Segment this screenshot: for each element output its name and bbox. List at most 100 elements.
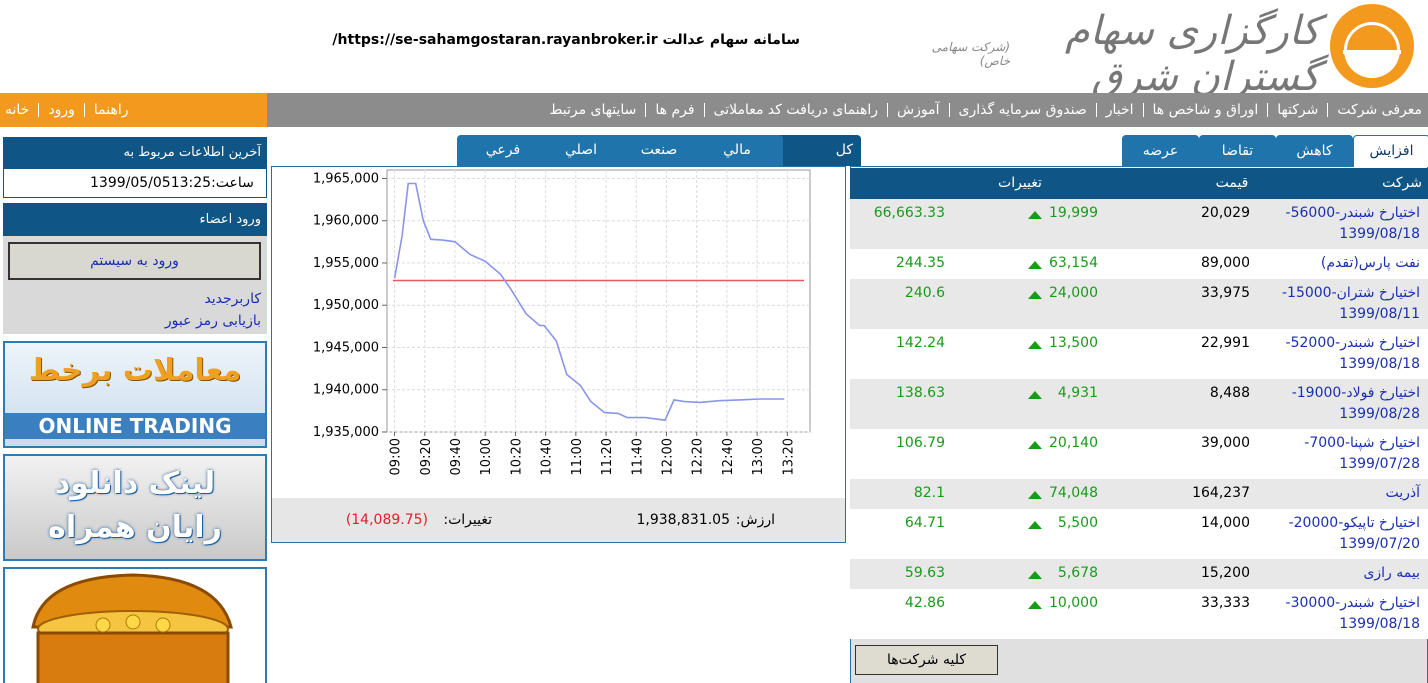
table-row (850, 479, 1428, 509)
change-up (1028, 291, 1042, 299)
banner-app[interactable]: لینک دانلود رایان همراه (3, 454, 267, 561)
nav-item[interactable]: معرفی شرکت (1337, 102, 1422, 118)
index-tab[interactable]: کل (769, 135, 861, 166)
nav-item[interactable]: شرکتها (1277, 102, 1319, 118)
company-name[interactable]: آذریت (1385, 485, 1420, 501)
percent: 240.6 (904, 285, 945, 301)
company-name[interactable]: اختیارخ شبندر-52000- (1285, 335, 1420, 351)
price: 8,488 (1209, 385, 1250, 401)
info-time: 1399/05/05ساعت:13:25 (3, 168, 267, 198)
column-header: قیمت (1215, 175, 1249, 191)
change-up (1028, 261, 1042, 269)
column-header: شرکت (1382, 175, 1422, 191)
banner-subtitle: رایان همراه (48, 510, 222, 545)
company-name[interactable]: اختیارخ تاپیکو-20000- (1288, 515, 1420, 531)
x-tick-label: 12:20 (691, 438, 706, 475)
nav-item[interactable]: اخبار (1105, 102, 1134, 118)
table-row (850, 279, 1428, 329)
index-tab[interactable]: فرعي (457, 135, 549, 166)
change: 74,048 (1049, 485, 1098, 501)
company-date: 1399/08/18 (1339, 616, 1420, 632)
company-date: 1399/08/18 (1339, 356, 1420, 372)
separator (887, 103, 889, 117)
percent: 82.1 (913, 485, 945, 501)
login-button[interactable]: ورود به سیستم (8, 242, 261, 280)
banner-title: لینک دانلود (54, 466, 216, 501)
plot-area (386, 169, 811, 433)
table-row (850, 509, 1428, 559)
company-name[interactable]: نفت پارس(تقدم) (1320, 255, 1420, 271)
link-register[interactable]: کاربرجدید (204, 291, 261, 307)
change-up (1028, 601, 1042, 609)
x-tick-label: 11:20 (600, 438, 615, 475)
change-label: تغییرات: (443, 512, 492, 528)
separator (703, 103, 705, 117)
change: (14,089.75) (345, 512, 428, 528)
y-tick-label: 1,935,000 (313, 425, 379, 440)
table-header (850, 168, 1428, 199)
x-tick-label: 10:00 (479, 438, 494, 475)
separator (38, 103, 40, 117)
link-recover[interactable]: بازیابی رمز عبور (164, 313, 261, 329)
nav-item[interactable]: فرم ها (655, 102, 695, 118)
change: 24,000 (1049, 285, 1098, 301)
price: 33,975 (1201, 285, 1250, 301)
x-tick-label: 09:00 (389, 438, 404, 475)
change-up (1028, 211, 1042, 219)
percent: 106.79 (896, 435, 945, 451)
company-name[interactable]: اختیارخ شبندر-30000- (1285, 595, 1420, 611)
nav-item[interactable]: راهنمای دریافت کد معاملاتی (713, 102, 879, 118)
info-title: آخرین اطلاعات مربوط به (3, 137, 267, 168)
table-row (850, 559, 1428, 589)
change-up (1028, 441, 1042, 449)
banner-trading[interactable]: معاملات برخط ONLINE TRADING (3, 341, 267, 448)
company-name[interactable]: اختیارخ شپنا-7000- (1304, 435, 1420, 451)
table-tab[interactable]: تقاضا (1199, 135, 1276, 167)
nav-item[interactable]: آموزش (897, 102, 940, 118)
banner-title: معاملات برخط (28, 353, 242, 388)
price: 20,029 (1201, 205, 1250, 221)
index-tab[interactable]: مالي (691, 135, 783, 166)
separator (1142, 103, 1144, 117)
index-tab[interactable]: اصلي (535, 135, 627, 166)
column-header: تغییرات (998, 175, 1042, 191)
nav-item[interactable]: سایتهای مرتبط (549, 102, 637, 118)
y-tick-label: 1,945,000 (313, 340, 379, 355)
company-name[interactable]: اختیارخ شبندر-56000- (1285, 205, 1420, 221)
price: 164,237 (1192, 485, 1250, 501)
nav-item[interactable]: اوراق و شاخص ها (1152, 102, 1259, 118)
price: 15,200 (1201, 565, 1250, 581)
company-name[interactable]: اختیارخ شتران-15000- (1281, 285, 1420, 301)
change-up (1028, 341, 1042, 349)
nav-item[interactable]: خانه (5, 102, 30, 118)
logo (1330, 4, 1414, 88)
table-tab[interactable]: عرضه (1122, 135, 1199, 167)
change-up (1028, 521, 1042, 529)
index-tab[interactable]: صنعت (613, 135, 705, 166)
nav-item[interactable]: ورود (48, 102, 75, 118)
change-up (1028, 491, 1042, 499)
table-tab[interactable]: کاهش (1276, 135, 1353, 167)
percent: 138.63 (896, 385, 945, 401)
nav-item[interactable]: صندوق سرمایه گذاری (958, 102, 1087, 118)
nav-side: راهنما ورود خانه (5, 93, 262, 127)
nav-item[interactable]: راهنما (93, 102, 129, 118)
x-tick-label: 11:40 (630, 438, 645, 475)
y-tick-label: 1,955,000 (313, 256, 379, 271)
x-tick-label: 09:20 (419, 438, 434, 475)
separator (645, 103, 647, 117)
company-date: 1399/07/28 (1339, 456, 1420, 472)
company-name[interactable]: اختیارخ فولاد-19000- (1291, 385, 1420, 401)
price: 33,333 (1201, 595, 1250, 611)
company-name[interactable]: بیمه رازی (1363, 565, 1420, 581)
table-tab[interactable]: افزایش (1353, 135, 1428, 167)
value-label: ارزش: (735, 512, 775, 528)
change-up (1028, 571, 1042, 579)
banner-chest[interactable] (3, 567, 267, 683)
x-tick-label: 10:20 (509, 438, 524, 475)
percent: 42.86 (904, 595, 945, 611)
y-tick-label: 1,965,000 (313, 171, 379, 186)
all-companies-button[interactable]: کلیه شرکت‌ها (855, 645, 998, 675)
index-line (393, 182, 785, 422)
